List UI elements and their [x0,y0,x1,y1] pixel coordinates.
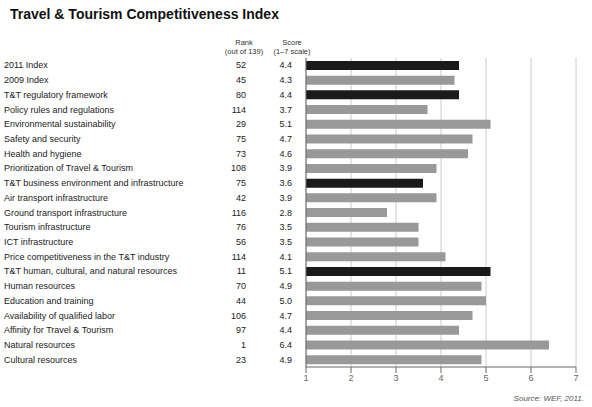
svg-text:5: 5 [483,373,488,383]
svg-text:80: 80 [236,90,246,100]
svg-text:11: 11 [237,266,246,276]
svg-text:Cultural resources: Cultural resources [8,355,78,365]
svg-text:4.7: 4.7 [279,134,292,144]
svg-text:75: 75 [236,134,246,144]
svg-text:7: 7 [573,373,578,383]
svg-text:4.4: 4.4 [279,60,292,70]
svg-text:2009 Index: 2009 Index [8,75,49,85]
svg-text:3.9: 3.9 [279,193,292,203]
svg-text:5.1: 5.1 [279,119,292,129]
svg-text:Availability of qualified labo: Availability of qualified labor [8,311,115,321]
svg-text:T&T business environment and i: T&T business environment and infrastruct… [8,178,183,188]
svg-text:4.7: 4.7 [279,311,292,321]
svg-text:5.0: 5.0 [279,296,292,306]
svg-text:ICT infrastructure: ICT infrastructure [8,237,73,247]
svg-text:4.4: 4.4 [279,325,292,335]
svg-text:4.9: 4.9 [279,281,292,291]
svg-text:T&T regulatory framework: T&T regulatory framework [8,90,108,100]
svg-text:106: 106 [231,311,246,321]
svg-text:6.4: 6.4 [279,340,292,350]
svg-text:3.5: 3.5 [279,237,292,247]
svg-text:Price competitiveness in the T: Price competitiveness in the T&T industr… [8,252,170,262]
html-text:Rank (out of 139): Rank (out of 139) [224,38,264,56]
svg-text:42: 42 [236,193,246,203]
svg-text:114: 114 [232,252,246,262]
svg-text:3.5: 3.5 [279,222,292,232]
svg-text:114: 114 [232,105,246,115]
svg-text:29: 29 [236,119,246,129]
svg-text:4.1: 4.1 [279,252,292,262]
svg-text:1: 1 [241,340,246,350]
svg-text:Policy rules and regulations: Policy rules and regulations [8,105,115,115]
svg-text:76: 76 [236,222,246,232]
svg-text:T&T human, cultural, and natur: T&T human, cultural, and natural resourc… [8,266,177,276]
svg-text:2: 2 [348,373,353,383]
svg-text:23: 23 [236,355,246,365]
svg-text:Education and training: Education and training [8,296,94,306]
svg-text:Safety and security: Safety and security [8,134,81,144]
svg-text:4.4: 4.4 [279,90,292,100]
svg-text:75: 75 [236,178,246,188]
svg-text:52: 52 [236,60,246,70]
svg-text:Natural resources: Natural resources [8,340,76,350]
svg-text:70: 70 [236,281,246,291]
svg-text:116: 116 [232,208,246,218]
svg-text:4.9: 4.9 [279,355,292,365]
html-text:Score (1–7 scale): Score (1–7 scale) [273,38,311,56]
svg-text:45: 45 [236,75,246,85]
svg-text:5.1: 5.1 [279,266,292,276]
svg-text:2.8: 2.8 [279,208,292,218]
svg-text:3.9: 3.9 [279,163,292,173]
svg-text:4.3: 4.3 [279,75,292,85]
svg-text:56: 56 [236,237,246,247]
svg-text:108: 108 [231,163,246,173]
svg-text:Environmental sustainability: Environmental sustainability [8,119,116,129]
svg-text:73: 73 [236,149,246,159]
svg-text:44: 44 [236,296,246,306]
svg-text:1: 1 [303,373,308,383]
svg-text:3: 3 [393,373,398,383]
svg-text:Affinity for Travel & Tourism: Affinity for Travel & Tourism [8,325,113,335]
svg-text:Human resources: Human resources [8,281,76,291]
svg-text:6: 6 [528,373,533,383]
svg-text:3.7: 3.7 [279,105,292,115]
html-text:Travel & Tourism Competitivene: Travel & Tourism Competitiveness Index [10,6,279,22]
svg-text:Prioritization of Travel & Tou: Prioritization of Travel & Tourism [8,163,133,173]
svg-text:Air transport infrastructure: Air transport infrastructure [8,193,108,203]
svg-text:4.6: 4.6 [279,149,292,159]
svg-text:2011 Index: 2011 Index [8,60,48,70]
html-text:Source: WEF, 2011.: Source: WEF, 2011. [513,394,584,403]
svg-text:3.6: 3.6 [279,178,292,188]
svg-text:Health and hygiene: Health and hygiene [8,149,82,159]
svg-text:Tourism infrastructure: Tourism infrastructure [8,222,91,232]
svg-text:Ground transport infrastructur: Ground transport infrastructure [8,208,127,218]
svg-text:97: 97 [236,325,246,335]
svg-text:4: 4 [438,373,443,383]
